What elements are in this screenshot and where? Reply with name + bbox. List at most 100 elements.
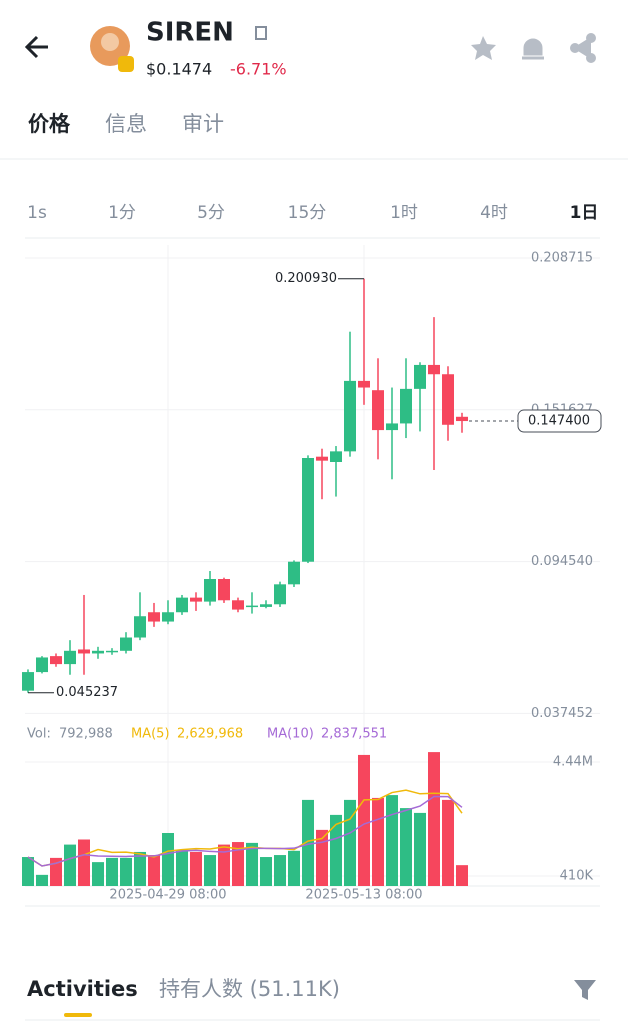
candle-body bbox=[134, 616, 146, 638]
volume-bar bbox=[246, 842, 258, 886]
candle-body bbox=[330, 451, 342, 462]
volume-legend: Vol: bbox=[27, 727, 51, 742]
interval[interactable]: 1日 bbox=[570, 203, 599, 223]
interval[interactable]: 1时 bbox=[390, 203, 418, 223]
candle-body bbox=[176, 597, 188, 613]
legend-name: MA(5) bbox=[131, 727, 170, 742]
candle-body bbox=[120, 637, 132, 651]
volume-bar bbox=[176, 849, 188, 886]
legend-value: 2,629,968 bbox=[177, 727, 243, 742]
volume-bar bbox=[204, 855, 216, 886]
candle-body bbox=[162, 612, 174, 622]
volume-bar bbox=[344, 799, 356, 886]
candle-body bbox=[428, 364, 440, 375]
tab[interactable]: 审计 bbox=[182, 112, 224, 136]
volume-bar bbox=[302, 799, 314, 886]
token-name: SIREN bbox=[146, 18, 234, 48]
volume-bar bbox=[414, 812, 426, 886]
candle-body bbox=[400, 388, 412, 424]
interval[interactable]: 1s bbox=[27, 203, 47, 223]
ma-line bbox=[27, 795, 463, 867]
volume-bar bbox=[288, 850, 300, 886]
y-tick-label: 0.208715 bbox=[531, 250, 593, 265]
candle-body bbox=[274, 584, 286, 605]
candle-body bbox=[106, 650, 118, 653]
volume-bar bbox=[316, 829, 328, 886]
annotation-label: 0.200930 bbox=[275, 271, 337, 286]
candle-body bbox=[78, 649, 90, 654]
candle-body bbox=[148, 612, 160, 622]
volume-bar bbox=[330, 814, 342, 886]
interval[interactable]: 1分 bbox=[108, 203, 136, 223]
volume-bar bbox=[106, 857, 118, 886]
share-icon[interactable] bbox=[570, 33, 596, 63]
y-tick-label: 0.037452 bbox=[531, 706, 593, 721]
annotation-label: 0.045237 bbox=[56, 685, 118, 700]
candle-body bbox=[456, 416, 468, 422]
legend-name: MA(10) bbox=[267, 727, 314, 742]
volume-bar bbox=[78, 839, 90, 886]
volume-value: 792,988 bbox=[59, 727, 113, 742]
tab[interactable]: 价格 bbox=[28, 112, 71, 136]
candle-body bbox=[22, 672, 34, 691]
volume-bar bbox=[358, 754, 370, 886]
candle-body bbox=[218, 579, 230, 601]
volume-bar bbox=[134, 851, 146, 886]
ma-line bbox=[27, 789, 463, 867]
volume-bar bbox=[162, 832, 174, 886]
candle-body bbox=[260, 604, 272, 607]
volume-bar bbox=[148, 855, 160, 886]
price: $0.1474 bbox=[146, 60, 212, 79]
tab-indicator bbox=[64, 1013, 92, 1017]
interval[interactable]: 5分 bbox=[197, 203, 225, 223]
tab[interactable]: 信息 bbox=[105, 112, 147, 136]
favorite-icon[interactable] bbox=[471, 36, 496, 60]
volume-bar bbox=[50, 857, 62, 886]
candle-body bbox=[246, 605, 258, 608]
volume-bar bbox=[120, 857, 132, 886]
x-tick-label: 2025-05-13 08:00 bbox=[305, 888, 422, 903]
volume-bar bbox=[372, 797, 384, 886]
volume-bar bbox=[386, 795, 398, 886]
candle-body bbox=[372, 390, 384, 431]
candle-body bbox=[442, 374, 454, 425]
y-tick-label: 4.44M bbox=[553, 754, 593, 769]
copy-icon[interactable] bbox=[255, 26, 267, 40]
interval[interactable]: 15分 bbox=[288, 203, 327, 223]
price-change: -6.71% bbox=[230, 60, 287, 79]
filter-icon[interactable] bbox=[574, 980, 596, 1000]
candle-body bbox=[232, 600, 244, 610]
candle-body bbox=[316, 456, 328, 461]
volume-bar bbox=[218, 844, 230, 886]
alert-icon[interactable] bbox=[522, 38, 544, 60]
candle-body bbox=[92, 650, 104, 654]
bottom-tab[interactable]: 持有人数 (51.11K) bbox=[159, 977, 340, 1001]
volume-bar bbox=[64, 844, 76, 886]
volume-bar bbox=[400, 808, 412, 886]
volume-bar bbox=[190, 851, 202, 886]
volume-bar bbox=[92, 862, 104, 886]
candle-body bbox=[204, 579, 216, 602]
legend-value: 2,837,551 bbox=[321, 727, 387, 742]
candle-body bbox=[302, 458, 314, 562]
volume-bar bbox=[22, 857, 34, 886]
back-button[interactable] bbox=[24, 35, 48, 59]
interval[interactable]: 4时 bbox=[480, 203, 508, 223]
avatar-face bbox=[101, 33, 119, 51]
volume-bar bbox=[442, 799, 454, 886]
y-tick-label: 0.094540 bbox=[531, 554, 593, 569]
volume-bar bbox=[260, 857, 272, 886]
avatar-badge bbox=[118, 56, 134, 72]
candle-body bbox=[344, 380, 356, 452]
last-price-label: 0.147400 bbox=[528, 414, 590, 429]
bottom-tab[interactable]: Activities bbox=[27, 977, 138, 1001]
x-tick-label: 2025-04-29 08:00 bbox=[109, 888, 226, 903]
candle-body bbox=[36, 657, 48, 673]
candle-body bbox=[50, 656, 62, 665]
volume-bar bbox=[232, 842, 244, 886]
candle-body bbox=[64, 650, 76, 665]
volume-bar bbox=[36, 874, 48, 886]
candle-body bbox=[414, 364, 426, 389]
